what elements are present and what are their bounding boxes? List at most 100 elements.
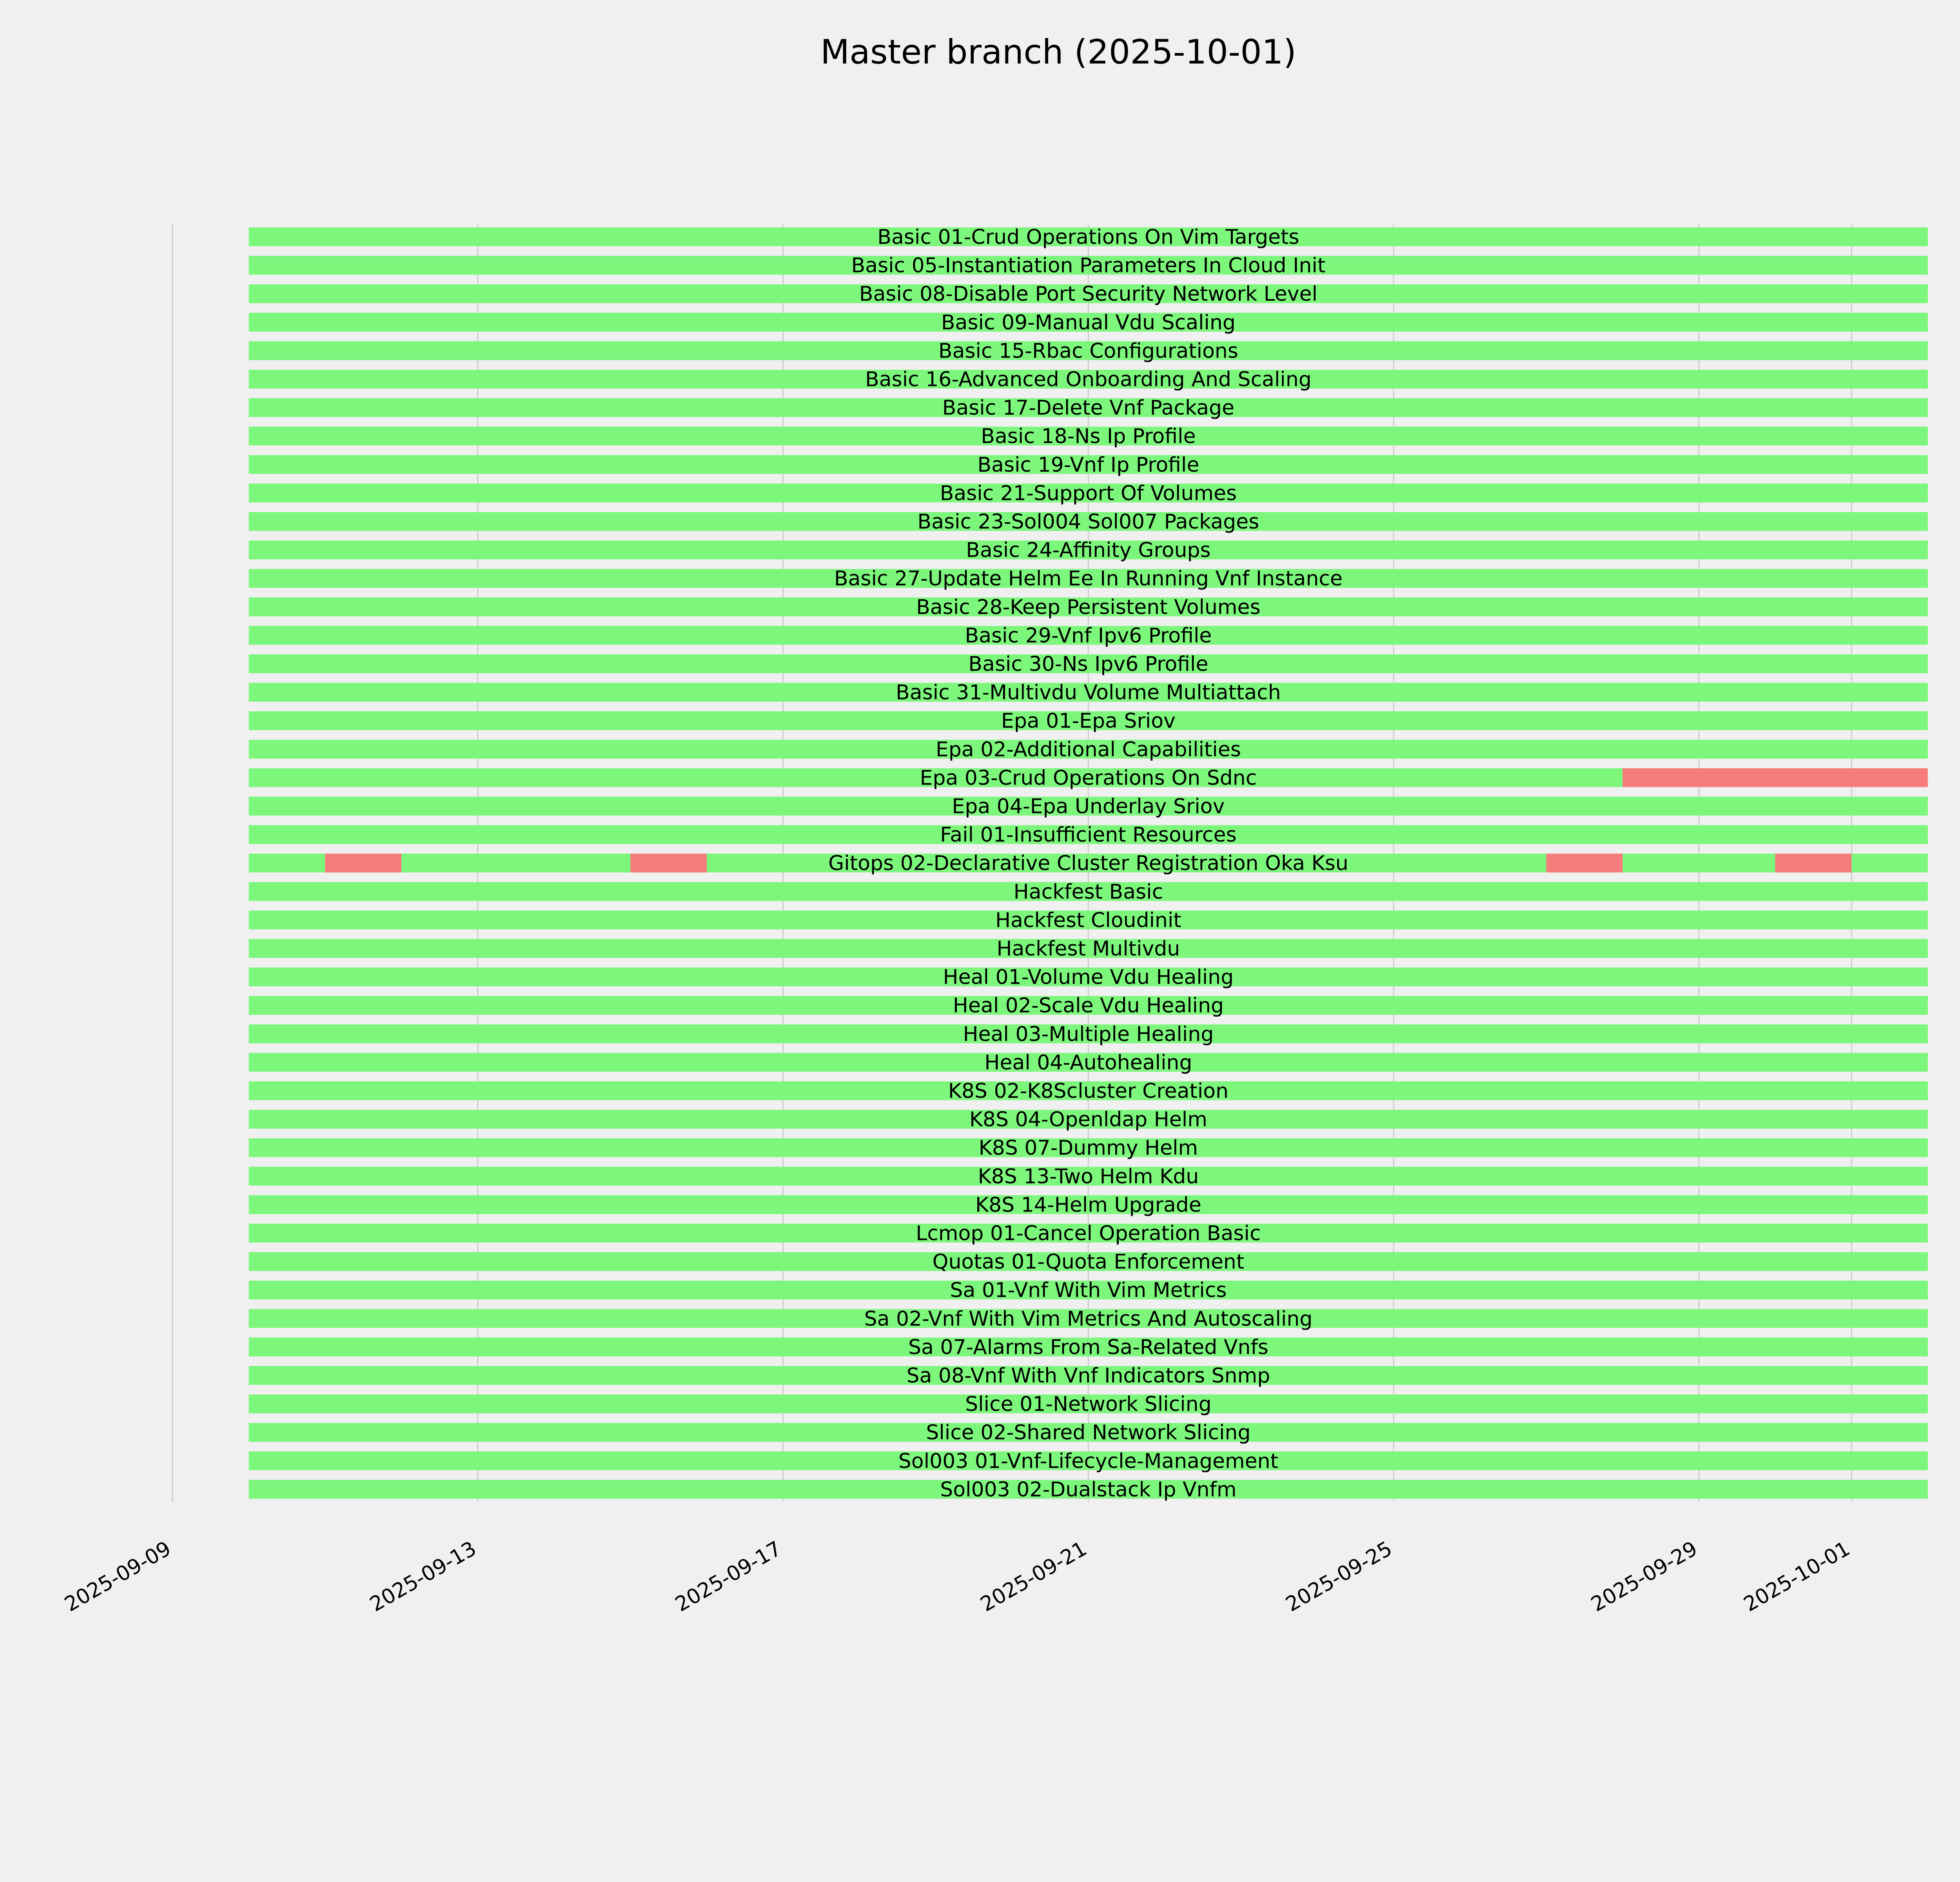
timeline-row bbox=[249, 512, 1928, 531]
timeline-row bbox=[249, 312, 1928, 332]
row-label: Basic 31-Multivdu Volume Multiattach bbox=[896, 681, 1281, 705]
pass-bar bbox=[249, 654, 1928, 673]
row-label: Heal 02-Scale Vdu Healing bbox=[953, 994, 1224, 1017]
timeline-row bbox=[249, 683, 1928, 702]
pass-bar bbox=[249, 427, 1928, 446]
x-tick-label: 2025-09-21 bbox=[976, 1537, 1091, 1617]
row-label: Sol003 02-Dualstack Ip Vnfm bbox=[940, 1478, 1236, 1501]
timeline-row bbox=[249, 256, 1928, 275]
x-tick-label: 2025-09-25 bbox=[1282, 1537, 1396, 1617]
timeline-row bbox=[249, 227, 1928, 246]
timeline-row bbox=[249, 1195, 1928, 1214]
row-label: Basic 01-Crud Operations On Vim Targets bbox=[877, 225, 1299, 249]
row-label: Hackfest Cloudinit bbox=[995, 908, 1181, 932]
timeline-row bbox=[249, 1053, 1928, 1072]
row-label: Epa 01-Epa Sriov bbox=[1001, 709, 1176, 733]
timeline-row bbox=[249, 1451, 1928, 1470]
pass-bar bbox=[249, 1252, 1928, 1271]
timeline-row bbox=[249, 1281, 1928, 1300]
pass-bar bbox=[249, 1451, 1928, 1470]
pass-bar bbox=[249, 398, 1928, 417]
row-label: Basic 05-Instantiation Parameters In Clo… bbox=[851, 254, 1325, 278]
timeline-row bbox=[249, 1423, 1928, 1442]
pass-bar bbox=[249, 1138, 1928, 1157]
row-label: Epa 02-Additional Capabilities bbox=[936, 738, 1241, 761]
timeline-row bbox=[249, 284, 1928, 303]
pass-bar bbox=[249, 569, 1928, 588]
row-label: Basic 21-Support Of Volumes bbox=[940, 481, 1237, 505]
pass-bar bbox=[249, 256, 1928, 275]
row-label: Lcmop 01-Cancel Operation Basic bbox=[916, 1222, 1261, 1245]
pass-bar bbox=[249, 341, 1928, 360]
row-label: Sol003 01-Vnf-Lifecycle-Management bbox=[898, 1450, 1278, 1473]
pass-bar bbox=[249, 967, 1928, 986]
timeline-row bbox=[249, 910, 1928, 930]
row-label: Basic 15-Rbac Configurations bbox=[938, 339, 1238, 363]
pass-bar bbox=[249, 910, 1928, 930]
timeline-row bbox=[249, 597, 1928, 616]
pass-bar bbox=[249, 1281, 1928, 1300]
timeline-row bbox=[249, 1081, 1928, 1100]
pass-bar bbox=[249, 825, 1928, 844]
timeline-row bbox=[249, 854, 1928, 873]
x-axis: 2025-09-09 2025-09-13 2025-09-17 2025-09-21… bbox=[61, 1537, 1854, 1617]
pass-bar bbox=[249, 1480, 1928, 1499]
timeline-row bbox=[249, 967, 1928, 986]
pass-bar bbox=[249, 739, 1928, 759]
timeline-row bbox=[249, 1309, 1928, 1328]
row-label: Hackfest Multivdu bbox=[996, 937, 1180, 961]
pass-bar bbox=[249, 227, 1928, 246]
row-label: Basic 24-Affinity Groups bbox=[966, 539, 1210, 562]
row-label: K8S 13-Two Helm Kdu bbox=[978, 1165, 1199, 1188]
pass-bar bbox=[249, 797, 1928, 816]
row-label: Quotas 01-Quota Enforcement bbox=[933, 1250, 1245, 1274]
timeline-row bbox=[249, 398, 1928, 417]
fail-bar bbox=[630, 854, 707, 873]
timeline-row bbox=[249, 370, 1928, 389]
x-tick-label: 2025-09-29 bbox=[1587, 1537, 1702, 1617]
timeline-row bbox=[249, 540, 1928, 560]
row-label: Sa 01-Vnf With Vim Metrics bbox=[950, 1279, 1227, 1302]
row-label: Fail 01-Insufficient Resources bbox=[940, 823, 1236, 847]
row-label: Basic 16-Advanced Onboarding And Scaling bbox=[865, 368, 1312, 391]
pass-bar bbox=[249, 626, 1928, 645]
timeline-row bbox=[249, 341, 1928, 360]
pass-bar bbox=[249, 1337, 1928, 1357]
pass-bar bbox=[249, 312, 1928, 332]
timeline-row bbox=[249, 626, 1928, 645]
fail-bar bbox=[325, 854, 402, 873]
row-label: Slice 02-Shared Network Slicing bbox=[926, 1421, 1250, 1444]
timeline-row bbox=[249, 1166, 1928, 1186]
pass-bar bbox=[249, 683, 1928, 702]
timeline-row bbox=[249, 1337, 1928, 1357]
row-label: K8S 07-Dummy Helm bbox=[979, 1136, 1198, 1160]
row-label: Basic 27-Update Helm Ee In Running Vnf I… bbox=[834, 567, 1343, 590]
timeline-row bbox=[249, 427, 1928, 446]
row-label: Sa 07-Alarms From Sa-Related Vnfs bbox=[908, 1335, 1269, 1359]
x-tick-label: 2025-09-13 bbox=[366, 1537, 481, 1617]
timeline-row bbox=[249, 455, 1928, 474]
pass-bar bbox=[249, 1195, 1928, 1214]
pass-bar bbox=[249, 512, 1928, 531]
pass-bar bbox=[249, 1423, 1928, 1442]
fail-bar bbox=[1546, 854, 1623, 873]
pass-bar bbox=[249, 996, 1928, 1015]
pass-bar bbox=[249, 1224, 1928, 1243]
timeline-row bbox=[249, 654, 1928, 673]
pass-bar bbox=[249, 1166, 1928, 1186]
timeline-row bbox=[249, 739, 1928, 759]
row-label: K8S 14-Helm Upgrade bbox=[975, 1193, 1201, 1217]
timeline-row bbox=[249, 1252, 1928, 1271]
row-label: K8S 04-Openldap Helm bbox=[969, 1108, 1207, 1132]
row-label: K8S 02-K8Scluster Creation bbox=[948, 1079, 1229, 1103]
row-label: Sa 08-Vnf With Vnf Indicators Snmp bbox=[907, 1364, 1270, 1388]
pass-bar bbox=[249, 1110, 1928, 1129]
row-label: Epa 04-Epa Underlay Sriov bbox=[952, 795, 1225, 818]
pass-bar bbox=[249, 1309, 1928, 1328]
label-layer: Basic 01-Crud Operations On Vim Targets B… bbox=[828, 225, 1348, 1501]
row-label: Heal 04-Autohealing bbox=[984, 1051, 1192, 1074]
x-tick-label: 2025-09-17 bbox=[671, 1537, 786, 1617]
timeline-row bbox=[249, 825, 1928, 844]
pass-bar bbox=[249, 597, 1928, 616]
